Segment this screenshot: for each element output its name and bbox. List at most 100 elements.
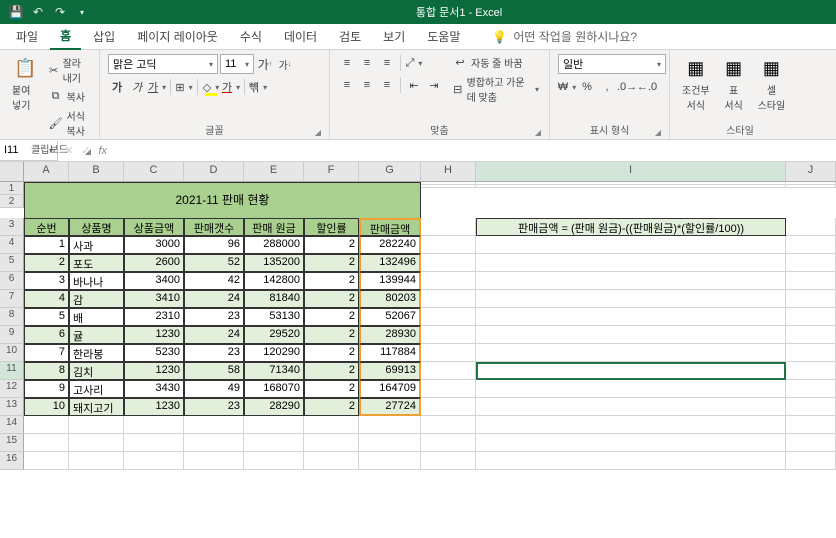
align-right-icon[interactable]: ≡	[378, 76, 396, 94]
cell[interactable]	[476, 362, 786, 380]
cell[interactable]: 132496	[359, 254, 421, 272]
cell[interactable]: 1230	[124, 398, 184, 416]
cell[interactable]: 23	[184, 398, 244, 416]
cell[interactable]: 139944	[359, 272, 421, 290]
cell[interactable]	[359, 452, 421, 470]
cell[interactable]	[184, 452, 244, 470]
cell[interactable]: 288000	[244, 236, 304, 254]
cell[interactable]	[786, 434, 836, 452]
row-header[interactable]: 2	[0, 195, 24, 208]
cell[interactable]	[786, 380, 836, 398]
cell[interactable]	[244, 452, 304, 470]
launcher-icon[interactable]: ◢	[535, 128, 541, 137]
cell[interactable]	[476, 254, 786, 272]
cell[interactable]	[421, 452, 476, 470]
cell[interactable]	[124, 434, 184, 452]
row-header[interactable]: 11	[0, 362, 24, 380]
cell[interactable]: 1230	[124, 362, 184, 380]
cell[interactable]: 5	[24, 308, 69, 326]
cell[interactable]: 2310	[124, 308, 184, 326]
cell[interactable]	[421, 254, 476, 272]
cell[interactable]	[476, 308, 786, 326]
cell[interactable]: 3410	[124, 290, 184, 308]
cell[interactable]	[24, 434, 69, 452]
cell[interactable]	[476, 185, 786, 188]
copy-button[interactable]: ⧉복사	[47, 88, 91, 105]
cell[interactable]: 10	[24, 398, 69, 416]
launcher-icon[interactable]: ◢	[85, 147, 91, 156]
percent-format-icon[interactable]: %	[578, 78, 596, 96]
cell[interactable]	[69, 416, 124, 434]
orientation-icon[interactable]: ⤢▾	[405, 54, 423, 72]
row-header[interactable]: 9	[0, 326, 24, 344]
cell[interactable]: 2	[304, 398, 359, 416]
cell[interactable]: 120290	[244, 344, 304, 362]
align-center-icon[interactable]: ≡	[358, 76, 376, 94]
bold-button[interactable]: 가	[108, 78, 126, 96]
cell[interactable]	[184, 434, 244, 452]
cell[interactable]	[69, 452, 124, 470]
cell[interactable]	[421, 434, 476, 452]
cell[interactable]: 3000	[124, 236, 184, 254]
cell[interactable]: 감	[69, 290, 124, 308]
cell[interactable]	[476, 344, 786, 362]
cell[interactable]	[421, 398, 476, 416]
cell[interactable]	[476, 416, 786, 434]
cell[interactable]: 7	[24, 344, 69, 362]
row-header[interactable]: 14	[0, 416, 24, 434]
cell[interactable]	[786, 290, 836, 308]
accounting-format-icon[interactable]: ₩▾	[558, 78, 576, 96]
cell[interactable]	[786, 326, 836, 344]
cell[interactable]: 168070	[244, 380, 304, 398]
cell[interactable]: 고사리	[69, 380, 124, 398]
phonetic-button[interactable]: 뺶▾	[249, 78, 267, 96]
cell[interactable]	[421, 308, 476, 326]
cell[interactable]: 판매금액 = (판매 원금)-((판매원금)*(할인률/100))	[476, 218, 786, 236]
fx-icon[interactable]: fx	[98, 145, 107, 157]
cell[interactable]: 27724	[359, 398, 421, 416]
font-size-select[interactable]: 11▾	[220, 54, 254, 74]
cell[interactable]: 1	[24, 236, 69, 254]
underline-button[interactable]: 가▾	[148, 78, 166, 96]
col-header[interactable]: E	[244, 162, 304, 181]
tab-help[interactable]: 도움말	[417, 24, 470, 49]
qat-more-icon[interactable]: ▾	[74, 4, 90, 20]
cell[interactable]	[304, 434, 359, 452]
cell[interactable]: 23	[184, 344, 244, 362]
cell[interactable]	[24, 416, 69, 434]
cell[interactable]	[786, 185, 836, 188]
cell[interactable]: 김치	[69, 362, 124, 380]
decrease-indent-icon[interactable]: ⇤	[405, 76, 423, 94]
increase-indent-icon[interactable]: ⇥	[425, 76, 443, 94]
cell[interactable]: 24	[184, 326, 244, 344]
cell[interactable]: 9	[24, 380, 69, 398]
align-bottom-icon[interactable]: ≡	[378, 54, 396, 72]
cell[interactable]: 3400	[124, 272, 184, 290]
col-header[interactable]: H	[421, 162, 476, 181]
col-header[interactable]: I	[476, 162, 786, 181]
cell[interactable]: 1230	[124, 326, 184, 344]
cell[interactable]	[476, 272, 786, 290]
wrap-text-button[interactable]: ↩자동 줄 바꿈	[451, 54, 541, 71]
cell[interactable]: 71340	[244, 362, 304, 380]
cell[interactable]: 2	[304, 380, 359, 398]
row-header[interactable]: 1	[0, 182, 24, 195]
cell[interactable]: 2	[304, 254, 359, 272]
col-header[interactable]: F	[304, 162, 359, 181]
redo-icon[interactable]: ↷	[52, 4, 68, 20]
cell[interactable]	[421, 344, 476, 362]
cell[interactable]: 135200	[244, 254, 304, 272]
undo-icon[interactable]: ↶	[30, 4, 46, 20]
conditional-format-button[interactable]: ▦조건부 서식	[678, 54, 714, 114]
cell[interactable]: 2	[304, 326, 359, 344]
cell[interactable]: 6	[24, 326, 69, 344]
row-header[interactable]: 13	[0, 398, 24, 416]
cell[interactable]	[421, 290, 476, 308]
cell[interactable]: 포도	[69, 254, 124, 272]
cell[interactable]: 80203	[359, 290, 421, 308]
cell[interactable]: 49	[184, 380, 244, 398]
cell[interactable]	[359, 434, 421, 452]
fill-color-button[interactable]: ◇▾	[202, 78, 220, 96]
row-header[interactable]: 6	[0, 272, 24, 290]
comma-format-icon[interactable]: ,	[598, 78, 616, 96]
